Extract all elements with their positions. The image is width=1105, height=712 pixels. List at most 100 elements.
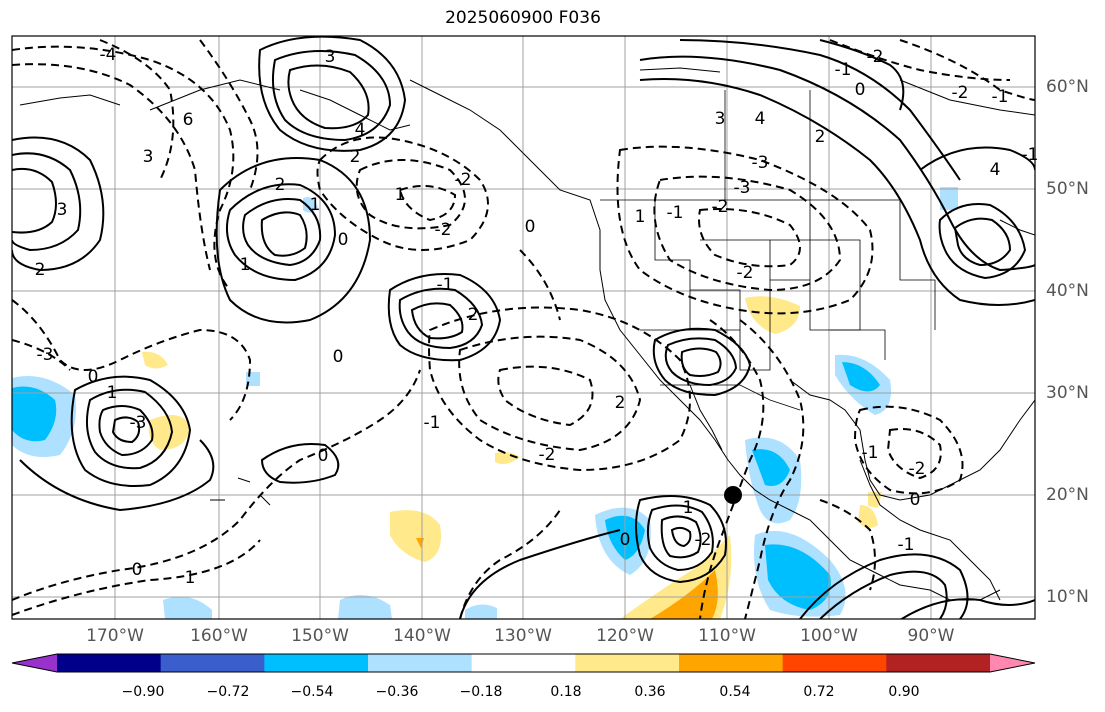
contour-label: 0 (88, 367, 99, 387)
shade-negative-south-c (465, 604, 497, 619)
contour-label: -2 (712, 197, 729, 217)
storm-center-marker (724, 486, 742, 504)
contour-label-group: 3 4 2 6 3 1 2 1 0 3 -2 -2 0 1 -1 2 1 0 2… (35, 45, 1039, 588)
lon-label: 160°W (190, 626, 248, 646)
contours-positive (12, 36, 1035, 619)
lat-label: 40°N (1046, 281, 1089, 301)
contour-label: -1 (835, 60, 852, 80)
contour-label: 1 (310, 195, 321, 215)
colorbar-tick-label: −0.36 (375, 684, 419, 700)
colorbar-segment (264, 654, 369, 672)
shade-positive-east-mexico (858, 505, 878, 528)
contour-label: 4 (990, 160, 1001, 180)
contour-label: 1 (395, 185, 406, 205)
lon-label: 120°W (596, 626, 654, 646)
contour-label: -1 (862, 443, 879, 463)
shade-negative-south-a (163, 596, 212, 619)
lat-label: 60°N (1046, 77, 1089, 97)
colorbar-segment (575, 654, 680, 672)
colorbar-tick-label: 0.18 (550, 684, 582, 700)
contour-label: -2 (867, 47, 884, 67)
contour-label: 0 (855, 80, 866, 100)
lat-label: 50°N (1046, 179, 1089, 199)
contour-label: -1 (424, 413, 441, 433)
shade-positive-small-b (495, 452, 520, 465)
colorbar-tick-label: −0.72 (206, 684, 250, 700)
colorbar-segment (471, 654, 576, 672)
contour-label: 3 (143, 147, 154, 167)
lon-label: 140°W (393, 626, 451, 646)
contour-label: 2 (615, 393, 626, 413)
contour-label: -1 (667, 203, 684, 223)
contour-label: 2 (815, 127, 826, 147)
contour-label: 0 (132, 560, 143, 580)
contour-label: 3 (715, 109, 726, 129)
shade-positive-southwest-us (745, 296, 800, 334)
contour-label: 1 (635, 207, 646, 227)
contour-label: 3 (325, 47, 336, 67)
lon-label: 100°W (800, 626, 858, 646)
shade-negative-strong-gulf (842, 362, 880, 392)
lat-label: 10°N (1046, 587, 1089, 607)
colorbar-extend-low (12, 654, 57, 672)
lon-label: 150°W (291, 626, 349, 646)
shade-negative-east-canada (940, 187, 958, 210)
shade-negative-strong-central-america (765, 544, 831, 610)
contour-label: 4 (755, 109, 766, 129)
contour-label: 3 (57, 200, 68, 220)
contour-label: 0 (620, 530, 631, 550)
colorbar-tick-label: −0.90 (121, 684, 165, 700)
shade-positive-hawaii (148, 415, 190, 450)
colorbar (11, 653, 1036, 673)
lon-label: 170°W (86, 626, 144, 646)
contour-label: 6 (183, 110, 194, 130)
colorbar-segment (782, 654, 887, 672)
colorbar-tick-label: −0.18 (459, 684, 503, 700)
contour-label: -2 (952, 83, 969, 103)
contour-label: 4 (355, 120, 366, 140)
shaded-anomaly-regions (12, 187, 958, 619)
colorbar-tick-label: 0.54 (719, 684, 751, 700)
contour-label: 0 (525, 217, 536, 237)
contour-label: 2 (468, 305, 479, 325)
lon-label: 90°W (907, 626, 955, 646)
map-frame (11, 35, 1036, 620)
contour-label: -1 (1022, 145, 1039, 165)
contour-label: -1 (898, 535, 915, 555)
shade-negative-small-b (303, 197, 318, 213)
colorbar-segment (368, 654, 473, 672)
shade-negative-south-b (338, 595, 392, 619)
colorbar-segment (57, 654, 162, 672)
contour-label: -1 (437, 275, 454, 295)
shade-negative-strong-mexico (752, 449, 790, 486)
colorbar-segment (160, 654, 265, 672)
colorbar-extend-high (990, 654, 1035, 672)
contour-label: -2 (695, 530, 712, 550)
colorbar-tick-label: −0.54 (290, 684, 334, 700)
contour-label: 0 (910, 490, 921, 510)
lat-label: 20°N (1046, 485, 1089, 505)
contour-label: -3 (130, 413, 147, 433)
graticule (12, 36, 1035, 619)
contour-label: 2 (275, 175, 286, 195)
contour-label: -2 (435, 220, 452, 240)
plot-title: 2025060900 F036 (445, 8, 601, 28)
map-plot: 3 4 2 6 3 1 2 1 0 3 -2 -2 0 1 -1 2 1 0 2… (11, 35, 1039, 620)
colorbar-tick-label: 0.90 (888, 684, 920, 700)
shade-negative-strong-hawaii-west (12, 386, 57, 442)
coastlines (19, 67, 1035, 601)
shade-positive-east-mexico-b (868, 492, 882, 508)
contour-label: 2 (35, 260, 46, 280)
colorbar-tick-label: 0.72 (803, 684, 835, 700)
lat-label: 30°N (1046, 383, 1089, 403)
contour-label: -2 (539, 445, 556, 465)
colorbar-segments (12, 654, 1035, 672)
contour-label: 0 (318, 446, 329, 466)
contour-label: -3 (734, 178, 751, 198)
colorbar-outline (11, 653, 1036, 673)
contour-label: -3 (37, 345, 54, 365)
contours-negative (12, 39, 1035, 619)
contour-label: 1 (185, 568, 196, 588)
contour-label: -2 (909, 459, 926, 479)
shade-positive-small-a (142, 351, 168, 369)
